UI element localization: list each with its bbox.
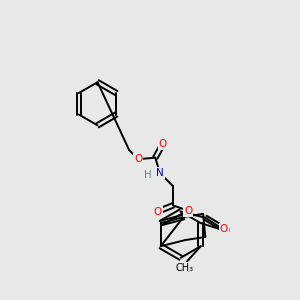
Text: O: O (220, 224, 228, 233)
Text: H: H (144, 170, 152, 180)
Text: O: O (134, 154, 142, 164)
Text: CH₃: CH₃ (176, 263, 194, 273)
Text: O: O (159, 139, 167, 149)
Text: O: O (184, 206, 193, 216)
Text: N: N (156, 168, 164, 178)
Text: O: O (154, 207, 162, 217)
Text: O: O (221, 226, 230, 236)
